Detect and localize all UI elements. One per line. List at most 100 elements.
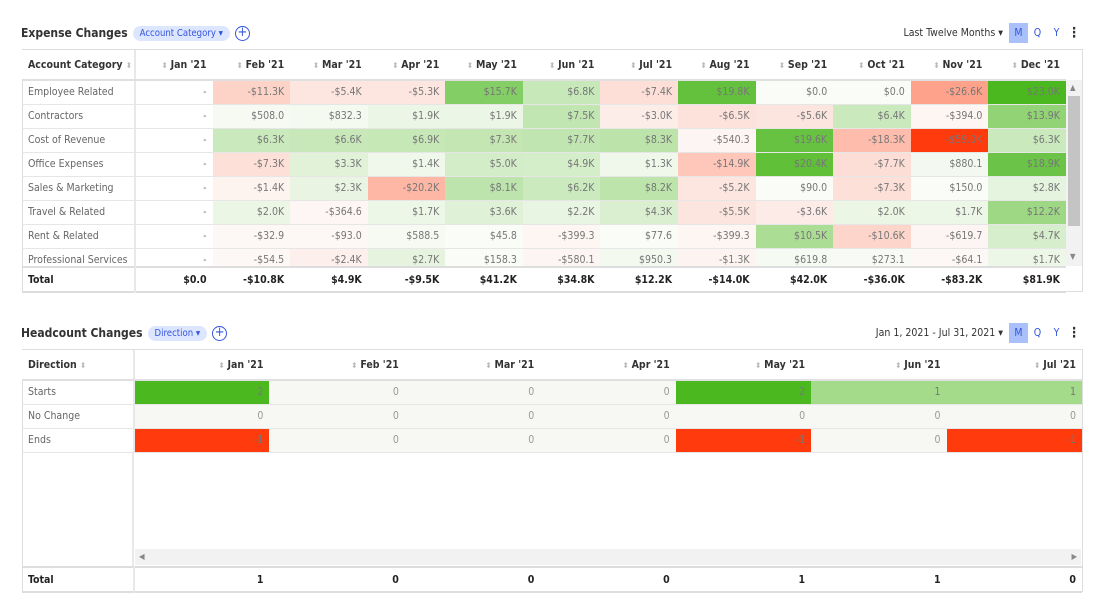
row-label[interactable]: Cost of Revenue [22,128,136,153]
data-cell[interactable]: $18.9K [988,152,1066,177]
column-header[interactable]: ⬍ Jan '21 [134,350,270,381]
data-cell[interactable]: -$540.3 [678,128,756,153]
sort-icon[interactable]: ⬍ [778,60,785,70]
data-cell[interactable]: $13.9K [988,104,1066,129]
column-header-expense-category[interactable]: Account Category ⬍ [22,50,136,81]
data-cell[interactable]: $2.2K [522,200,601,225]
column-header[interactable]: ⬍ Mar '21 [290,50,368,81]
row-label[interactable]: Sales & Marketing [22,176,136,201]
sort-icon[interactable]: ⬍ [622,360,629,370]
data-cell[interactable]: $832.3 [290,104,368,129]
data-cell[interactable]: 0 [811,428,947,453]
data-cell[interactable]: -$399.3 [522,224,601,249]
add-grouping-icon[interactable]: + [234,25,250,41]
data-cell[interactable]: $1.7K [988,248,1066,266]
data-cell[interactable]: -$7.3K [833,176,911,201]
data-cell[interactable]: 0 [269,380,405,405]
data-cell[interactable]: $1.9K [445,104,523,129]
data-cell[interactable]: $1.3K [600,152,679,177]
data-cell[interactable]: $2.8K [988,176,1066,201]
sort-icon[interactable]: ⬍ [161,60,168,70]
data-cell[interactable]: 0 [134,404,270,429]
sort-icon[interactable]: ⬍ [630,60,637,70]
data-cell[interactable]: -$5.5K [678,200,756,225]
column-header[interactable]: ⬍ Oct '21 [833,50,911,81]
data-cell[interactable]: 0 [540,380,676,405]
data-cell[interactable]: $7.5K [522,104,601,129]
data-cell[interactable]: -1 [134,428,270,453]
sort-icon[interactable]: ⬍ [895,360,902,370]
data-cell[interactable]: -$3.0K [600,104,679,129]
column-header[interactable]: ⬍ Jul '21 [946,350,1082,381]
data-cell[interactable]: $588.5 [367,224,446,249]
data-cell[interactable]: 0 [540,428,676,453]
data-cell[interactable]: -$580.1 [522,248,601,266]
data-cell[interactable]: $6.3K [212,128,291,153]
data-cell[interactable]: $10.5K [755,224,834,249]
data-cell[interactable]: $2.7K [367,248,446,266]
row-label[interactable]: Ends [22,428,135,453]
column-header[interactable]: ⬍ Nov '21 [910,50,989,81]
column-header[interactable]: ⬍ Mar '21 [404,350,541,381]
data-cell[interactable]: $1.9K [367,104,446,129]
data-cell[interactable]: $2.0K [212,200,291,225]
sort-icon[interactable]: ⬍ [218,360,225,370]
data-cell[interactable]: $158.3 [445,248,523,266]
data-cell[interactable]: - [135,152,213,177]
data-cell[interactable]: $5.0K [445,152,523,177]
data-cell[interactable]: 0 [269,404,405,429]
sort-icon[interactable]: ⬍ [312,60,319,70]
sort-icon[interactable]: ⬍ [700,60,707,70]
data-cell[interactable]: - [135,224,213,249]
data-cell[interactable]: -$18.3K [833,128,911,153]
sort-icon[interactable]: ⬍ [236,60,243,70]
data-cell[interactable]: -$59.0K [910,128,989,153]
row-label[interactable]: Office Expenses [22,152,136,177]
data-cell[interactable]: -$394.0 [910,104,989,129]
data-cell[interactable]: - [135,176,213,201]
group-by-chip[interactable]: Direction ▾ [147,325,208,341]
monthly-button[interactable]: M [1009,23,1028,43]
scroll-left-icon[interactable]: ◀ [139,552,145,561]
row-label[interactable]: Rent & Related [22,224,136,249]
data-cell[interactable]: -$399.3 [678,224,756,249]
data-cell[interactable]: $2.0K [833,200,911,225]
quarterly-button[interactable]: Q [1033,327,1042,339]
data-cell[interactable]: -$7.3K [212,152,291,177]
add-grouping-icon[interactable]: + [212,325,228,341]
data-cell[interactable]: -$93.0 [290,224,368,249]
sort-icon[interactable]: ⬍ [858,60,865,70]
column-header[interactable]: ⬍ Jul '21 [600,50,679,81]
data-cell[interactable]: -$3.6K [755,200,834,225]
column-header[interactable]: ⬍ Jan '21 [135,50,213,81]
data-cell[interactable]: $6.4K [833,104,911,129]
data-cell[interactable]: $77.6 [600,224,679,249]
data-cell[interactable]: -$20.2K [367,176,446,201]
vertical-scrollbar[interactable]: ▲ ▼ [1066,80,1082,266]
data-cell[interactable]: $273.1 [833,248,911,266]
data-cell[interactable]: $619.8 [755,248,834,266]
sort-icon[interactable]: ⬍ [485,360,492,370]
data-cell[interactable]: $45.8 [445,224,523,249]
sort-icon[interactable]: ⬍ [1011,60,1018,70]
more-options-icon[interactable]: ⋮ [1067,25,1081,41]
row-label[interactable]: Professional Services [22,248,136,266]
monthly-button[interactable]: M [1009,323,1028,343]
data-cell[interactable]: $7.3K [445,128,523,153]
data-cell[interactable]: 0 [404,428,541,453]
data-cell[interactable]: 0 [946,404,1082,429]
more-options-icon[interactable]: ⋮ [1067,325,1081,341]
data-cell[interactable]: - [135,128,213,153]
sort-icon[interactable]: ⬍ [351,360,358,370]
data-cell[interactable]: - [135,248,213,266]
group-by-chip[interactable]: Account Category ▾ [132,25,230,41]
data-cell[interactable]: $12.2K [988,200,1066,225]
data-cell[interactable]: -$1.4K [212,176,291,201]
yearly-button[interactable]: Y [1053,27,1060,39]
sort-icon[interactable]: ⬍ [755,360,762,370]
data-cell[interactable]: -$10.6K [833,224,911,249]
data-cell[interactable]: -$1.3K [678,248,756,266]
horizontal-scrollbar[interactable]: ◀ ▶ [135,549,1081,565]
data-cell[interactable]: $6.8K [522,80,601,105]
date-range-dropdown[interactable]: Last Twelve Months ▾ [903,27,1003,39]
